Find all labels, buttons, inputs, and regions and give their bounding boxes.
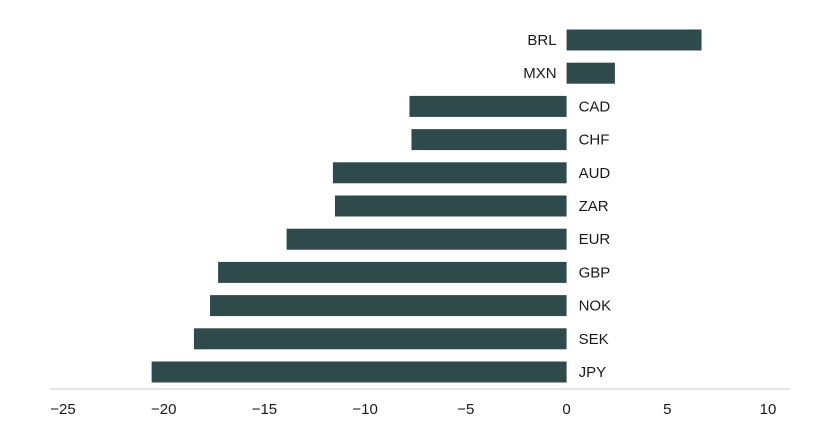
- category-label-zar: ZAR: [579, 198, 609, 215]
- x-tick-label: 0: [562, 401, 570, 418]
- bar-eur: [286, 228, 567, 250]
- category-label-eur: EUR: [579, 231, 611, 248]
- x-tick-label: 5: [663, 401, 671, 418]
- bar-mxn: [566, 62, 615, 84]
- bar-nok: [210, 295, 567, 317]
- x-tick-label: −5: [457, 401, 474, 418]
- bar-zar: [334, 195, 567, 217]
- category-label-brl: BRL: [527, 32, 556, 49]
- x-tick-labels-group: −25 −20 −15 −10 −5 0 5 10: [50, 401, 776, 418]
- category-label-chf: CHF: [579, 132, 610, 149]
- bar-jpy: [151, 361, 567, 383]
- bar-sek: [193, 328, 567, 350]
- bar-aud: [332, 162, 567, 184]
- category-label-nok: NOK: [579, 298, 612, 315]
- x-tick-label: 10: [760, 401, 777, 418]
- x-tick-label: −25: [50, 401, 75, 418]
- category-label-aud: AUD: [579, 165, 611, 182]
- bar-gbp: [218, 261, 567, 283]
- x-tick-label: −15: [252, 401, 277, 418]
- category-label-sek: SEK: [579, 331, 609, 348]
- x-tick-label: −10: [352, 401, 377, 418]
- category-labels-group: BRL MXN CAD CHF AUD ZAR EUR GBP NOK SEK JPY: [523, 32, 611, 381]
- bars-group: [151, 29, 702, 383]
- category-label-jpy: JPY: [579, 364, 607, 381]
- bar-chf: [411, 129, 567, 151]
- x-tick-label: −20: [151, 401, 176, 418]
- bar-brl: [566, 29, 702, 51]
- category-label-cad: CAD: [579, 98, 611, 115]
- bar-cad: [409, 95, 567, 117]
- category-label-mxn: MXN: [523, 65, 556, 82]
- category-label-gbp: GBP: [579, 264, 611, 281]
